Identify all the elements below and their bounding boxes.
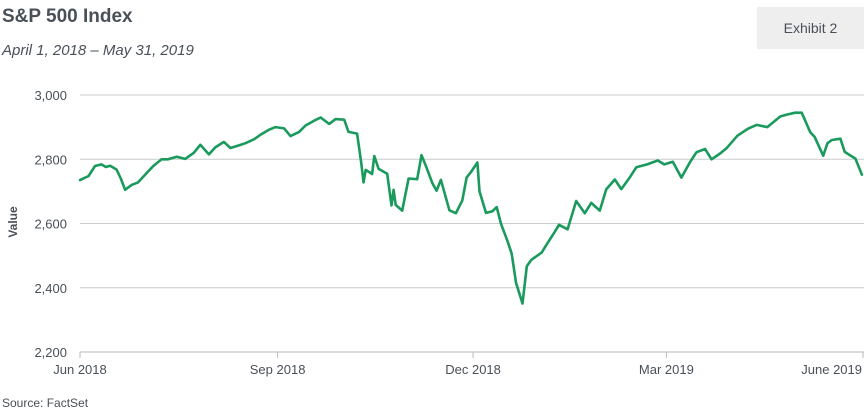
y-axis: 2,200 2,400 2,600 2,800 3,000 — [34, 88, 67, 360]
y-tick-label: 2,800 — [34, 152, 67, 167]
x-tick-label: Jun 2018 — [53, 362, 107, 377]
chart-title: S&P 500 Index — [2, 6, 133, 27]
x-tick-label: Sep 2018 — [250, 362, 306, 377]
y-axis-title: Value — [6, 206, 20, 238]
source-note: Source: FactSet — [2, 396, 89, 410]
x-axis — [79, 351, 864, 358]
gridlines — [80, 94, 864, 289]
x-tick-label: Dec 2018 — [445, 362, 501, 377]
y-tick-label: 2,200 — [34, 345, 67, 360]
y-tick-label: 2,400 — [34, 281, 67, 296]
y-tick-label: 3,000 — [34, 88, 67, 103]
series-line — [78, 111, 864, 305]
series — [78, 111, 864, 305]
x-axis-labels: Jun 2018 Sep 2018 Dec 2018 Mar 2019 June 201… — [53, 362, 862, 377]
chart-subtitle: April 1, 2018 – May 31, 2019 — [2, 42, 194, 59]
x-tick-label: June 2019 — [801, 362, 862, 377]
x-tick-label: Mar 2019 — [639, 362, 694, 377]
y-tick-label: 2,600 — [34, 217, 67, 232]
exhibit-badge: Exhibit 2 — [757, 7, 864, 49]
